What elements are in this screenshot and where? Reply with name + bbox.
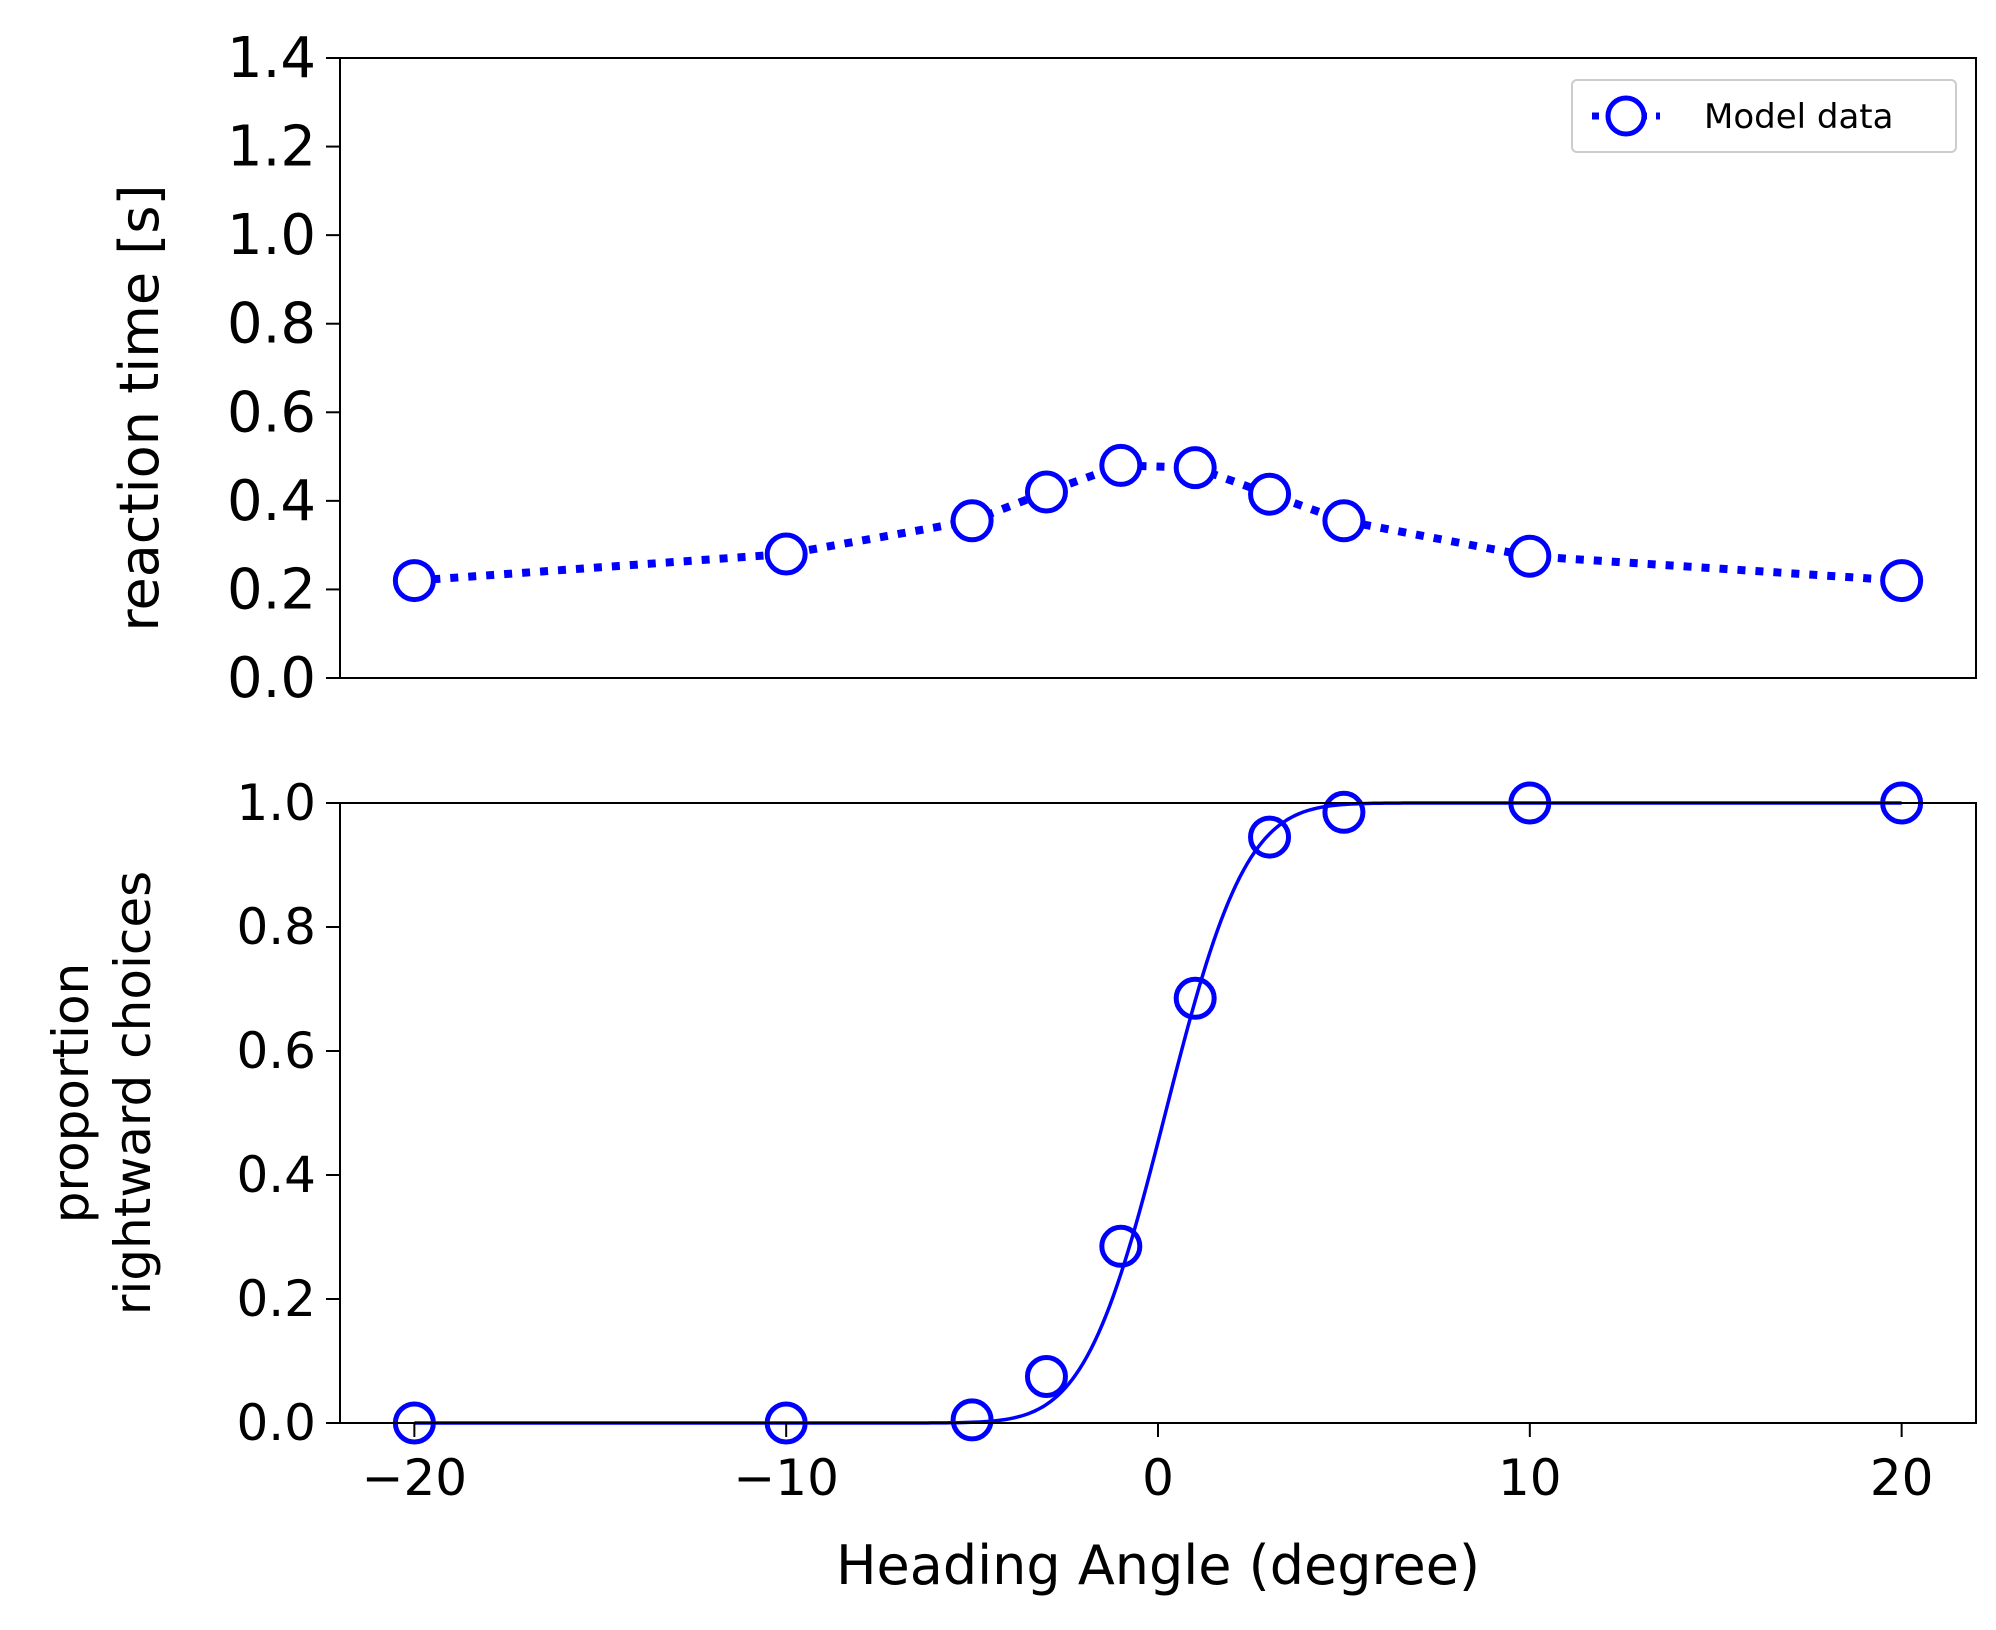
x-tick-label: 20 — [1870, 1449, 1934, 1507]
reaction-time-point — [1099, 443, 1143, 487]
proportion-y-axis-label-line-1: proportion — [42, 963, 100, 1223]
reaction-time-panel: 0.0 0.2 0.4 0.6 0.8 1.0 1.2 1.4 reaction time [… — [108, 26, 1977, 711]
proportion-point — [1248, 815, 1292, 859]
x-axis-label: Heading Angle (degree) — [836, 1534, 1480, 1597]
reaction-time-point — [1248, 472, 1292, 516]
reaction-time-point — [1024, 470, 1068, 514]
y-tick-label: 1.4 — [227, 26, 316, 91]
y-tick-label: 0.6 — [236, 1022, 316, 1080]
reaction-time-point — [764, 532, 808, 576]
x-tick-label: −10 — [733, 1449, 839, 1507]
y-tick-label: 1.0 — [227, 203, 316, 268]
legend-box — [1571, 79, 1957, 153]
proportion-y-ticks: 0.0 0.2 0.4 0.6 0.8 1.0 — [236, 774, 340, 1452]
legend-marker-icon — [1605, 95, 1647, 137]
x-tick-label: −20 — [362, 1449, 468, 1507]
proportion-plot-frame — [339, 802, 1977, 1424]
y-tick-label: 0.0 — [236, 1394, 316, 1452]
proportion-y-axis-label-line-2: rightward choices — [104, 871, 162, 1315]
reaction-time-plot-frame — [339, 57, 1977, 679]
proportion-point — [1024, 1355, 1068, 1398]
proportion-point — [1322, 790, 1366, 834]
x-tick-label: 0 — [1142, 1449, 1174, 1507]
reaction-time-y-ticks: 0.0 0.2 0.4 0.6 0.8 1.0 1.2 1.4 — [227, 26, 340, 711]
y-tick-label: 0.2 — [227, 557, 316, 622]
proportion-panel: 0.0 0.2 0.4 0.6 0.8 1.0 −20 −10 0 10 20 proportio… — [42, 774, 1977, 1597]
reaction-time-point — [1880, 559, 1924, 603]
proportion-point — [950, 1398, 994, 1442]
proportion-point — [1173, 976, 1217, 1020]
proportion-point — [1099, 1224, 1143, 1268]
reaction-time-series-line — [414, 461, 1902, 585]
proportion-x-ticks: −20 −10 0 10 20 — [362, 1423, 1934, 1507]
y-tick-label: 0.2 — [236, 1270, 316, 1328]
y-tick-label: 1.0 — [236, 774, 316, 832]
y-tick-label: 0.0 — [227, 646, 316, 711]
y-tick-label: 0.8 — [227, 292, 316, 357]
reaction-time-marks — [392, 443, 1924, 603]
y-tick-label: 0.8 — [236, 898, 316, 956]
reaction-time-y-axis-label: reaction time [s] — [108, 184, 171, 631]
y-tick-label: 0.6 — [227, 380, 316, 445]
legend: Model data — [1571, 79, 1957, 153]
legend-label: Model data — [1704, 97, 1893, 137]
reaction-time-point — [950, 499, 994, 543]
reaction-time-point — [1508, 534, 1552, 578]
y-tick-label: 0.4 — [227, 469, 316, 534]
reaction-time-point — [1322, 499, 1366, 543]
x-tick-label: 10 — [1498, 1449, 1562, 1507]
y-tick-label: 0.4 — [236, 1146, 316, 1204]
reaction-time-point — [1173, 446, 1217, 490]
y-tick-label: 1.2 — [227, 115, 316, 180]
reaction-time-point — [392, 559, 436, 603]
